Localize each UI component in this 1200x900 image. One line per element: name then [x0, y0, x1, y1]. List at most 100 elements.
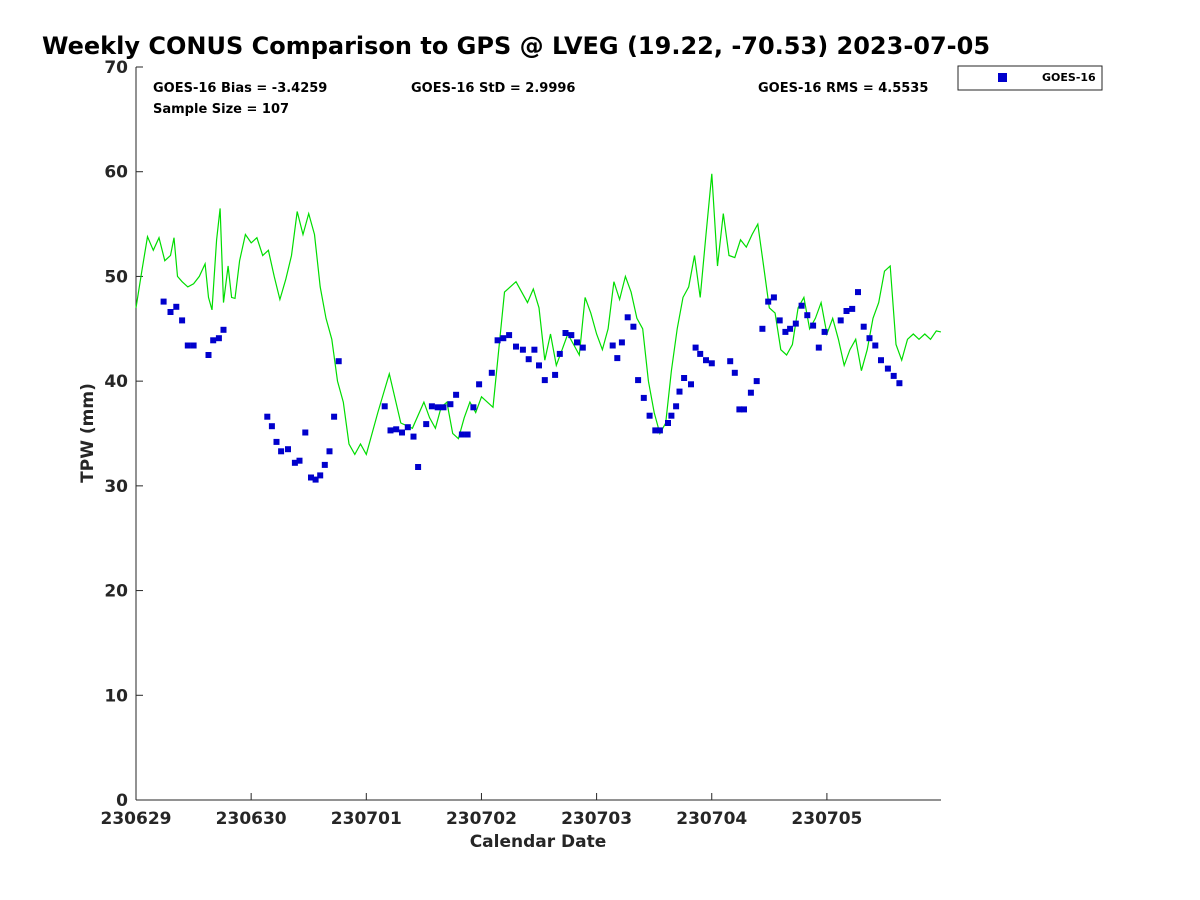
goes-16-point [494, 337, 501, 344]
goes-16-point [579, 344, 586, 351]
goes-16-point [190, 342, 197, 349]
goes-16-point [804, 312, 811, 319]
goes-16-point [415, 464, 422, 470]
x-tick-label: 230705 [791, 809, 862, 829]
goes-16-point [278, 448, 285, 455]
goes-16-point [656, 427, 663, 434]
goes-16-point [220, 326, 227, 333]
legend-marker-goes-16 [998, 73, 1007, 82]
goes-16-point [210, 337, 217, 344]
goes-16-point [160, 298, 167, 305]
goes-16-point [264, 413, 271, 420]
goes-16-point [447, 401, 454, 408]
goes-16-point [668, 412, 675, 419]
goes-16-point [410, 433, 417, 440]
goes-16-point [434, 404, 441, 411]
goes-16-point [681, 375, 688, 381]
x-tick-label: 230630 [216, 809, 287, 829]
goes-16-point [646, 412, 653, 419]
goes-16-point [727, 358, 734, 365]
goes-16-point [676, 388, 683, 395]
goes-16-point [302, 429, 309, 436]
goes-16-point [541, 377, 548, 384]
goes-16-point [552, 371, 559, 378]
goes-16-point [635, 377, 642, 384]
goes-16-point [440, 404, 447, 411]
goes-16-point [810, 322, 817, 329]
goes-16-point [326, 448, 333, 455]
goes-16-point [765, 298, 772, 305]
x-axis-ticks: 230629 230630 230701 230702 230703 230704 2307… [101, 793, 862, 829]
x-tick-label: 230702 [446, 809, 517, 829]
goes-16-point [321, 461, 328, 468]
goes-16-point [759, 325, 766, 332]
goes-16-point [179, 317, 186, 324]
y-tick-label: 30 [104, 477, 128, 497]
gps-series [135, 173, 942, 456]
goes-16-point [736, 406, 743, 413]
y-axis-label: TPW (mm) [78, 383, 98, 483]
goes-16-point [291, 459, 298, 466]
goes-16-point [500, 335, 507, 342]
x-tick-label: 230629 [101, 809, 172, 829]
goes-16-point [312, 476, 319, 483]
goes-16-point [513, 343, 519, 350]
goes-16-point [849, 305, 856, 312]
goes-16-point [470, 404, 477, 411]
gps-series-line [135, 173, 942, 456]
goes-16-point [519, 346, 526, 353]
stat-rms: GOES-16 RMS = 4.5535 [758, 81, 928, 96]
goes-16-point [476, 381, 483, 388]
goes-16-point [890, 372, 897, 379]
legend-box [957, 65, 1103, 91]
goes-16-point [692, 344, 699, 351]
y-tick-label: 40 [104, 372, 128, 392]
goes-16-point [562, 330, 569, 336]
goes-16-point [167, 309, 174, 315]
goes-16-point [381, 403, 388, 410]
goes-16-point [741, 406, 747, 413]
goes-16-point [335, 358, 342, 365]
goes-16-point [506, 332, 513, 339]
goes-16-point [624, 314, 631, 321]
goes-16-point [568, 332, 575, 339]
goes-16-point [317, 472, 324, 479]
goes-16-point [609, 342, 616, 349]
goes-16-point [464, 431, 471, 438]
goes-16-point [574, 339, 580, 346]
goes-16-point [453, 391, 460, 398]
goes-16-point [878, 357, 884, 364]
stat-bias: GOES-16 Bias = -3.4259 [153, 81, 327, 96]
goes-16-point [896, 380, 903, 387]
goes-16-point [215, 335, 222, 342]
stat-sample-size: Sample Size = 107 [153, 102, 289, 117]
goes-16-point [884, 365, 891, 372]
goes-16-point [747, 389, 754, 396]
goes-16-point [708, 360, 715, 367]
goes-16-series [160, 289, 903, 483]
goes-16-point [331, 413, 338, 420]
goes-16-point [821, 328, 828, 335]
goes-16-point [630, 323, 637, 330]
x-tick-label: 230703 [561, 809, 632, 829]
x-axis-label: Calendar Date [470, 832, 607, 852]
goes-16-point [614, 355, 621, 362]
goes-16-point [428, 403, 435, 410]
goes-16-point [815, 344, 822, 351]
goes-16-point [536, 362, 542, 369]
goes-16-point [525, 356, 532, 363]
goes-16-point [776, 317, 783, 324]
y-tick-label: 20 [104, 582, 128, 602]
goes-16-point [640, 394, 647, 401]
goes-16-point [652, 427, 659, 434]
y-tick-label: 50 [104, 267, 128, 287]
goes-16-point [837, 317, 844, 324]
goes-16-point [787, 325, 794, 332]
goes-16-point [205, 352, 212, 358]
goes-16-point [268, 423, 275, 430]
goes-16-point [399, 429, 405, 436]
goes-16-point [531, 346, 538, 353]
y-tick-label: 0 [116, 791, 128, 811]
goes-16-point [872, 342, 879, 349]
goes-16-point [753, 378, 760, 385]
